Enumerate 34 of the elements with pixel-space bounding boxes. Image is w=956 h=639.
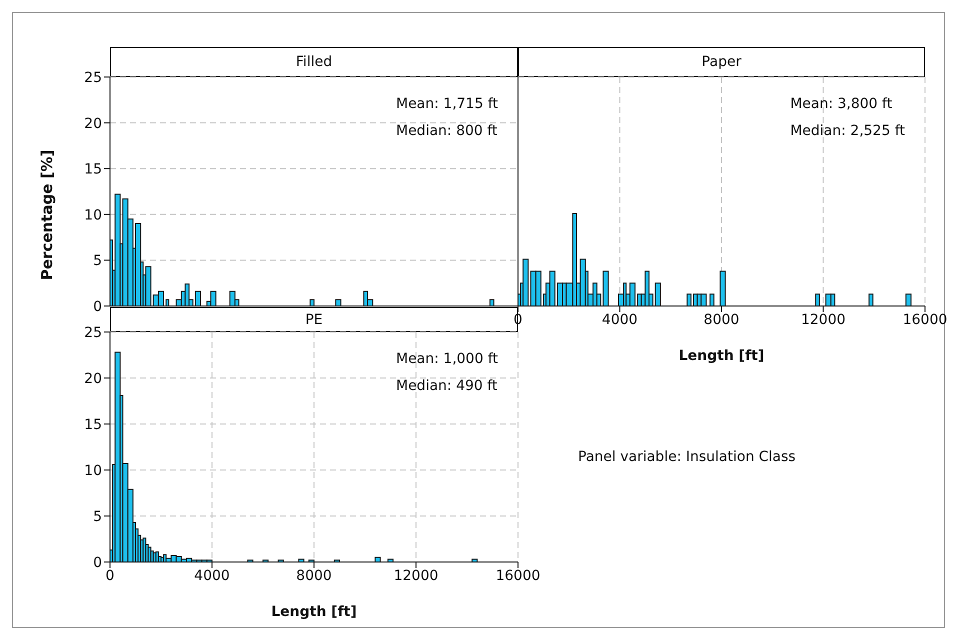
x-tick-label: 16000 xyxy=(496,568,540,584)
annotation: Median: 800 ft xyxy=(396,122,498,141)
y-tick-label: 10 xyxy=(84,207,102,224)
y-tick-label: 25 xyxy=(84,70,102,86)
annotation: Mean: 1,000 ft xyxy=(396,350,498,369)
y-tick-label: 20 xyxy=(84,116,102,132)
chart-title: PE xyxy=(305,312,323,328)
annotation: Median: 2,525 ft xyxy=(790,122,905,141)
y-tick-label: 20 xyxy=(84,370,102,387)
x-tick-label: 8000 xyxy=(296,568,332,584)
x-tick-label: 4000 xyxy=(602,312,638,328)
annotation: Median: 490 ft xyxy=(396,377,498,396)
y-tick-label: 25 xyxy=(84,324,102,341)
annotation: Mean: 3,800 ft xyxy=(790,95,894,114)
x-tick-label: 12000 xyxy=(394,568,438,584)
y-tick-label: 5 xyxy=(93,508,102,525)
y-axis-title: Percentage [%] xyxy=(38,150,56,280)
x-tick-label: 16000 xyxy=(902,312,948,328)
chart-title: Filled xyxy=(110,47,518,77)
y-tick-label: 5 xyxy=(93,253,102,270)
y-tick-label: 0 xyxy=(93,554,102,571)
chart-title: Paper xyxy=(518,47,925,77)
x-tick-label: 4000 xyxy=(194,568,230,584)
y-tick-label: 10 xyxy=(84,462,102,479)
x-tick-label: 0 xyxy=(106,568,114,584)
x-tick-label: 8000 xyxy=(704,312,740,328)
y-tick-label: 15 xyxy=(84,162,102,178)
x-axis-title: Length [ft] xyxy=(271,604,357,620)
x-tick-label: 12000 xyxy=(800,312,846,328)
x-axis-title: Length [ft] xyxy=(678,348,764,364)
y-tick-label: 15 xyxy=(84,416,102,433)
y-tick-label: 0 xyxy=(93,298,102,315)
annotation: Mean: 1,715 ft xyxy=(396,95,498,114)
text: Panel variable: Insulation Class xyxy=(578,449,796,465)
